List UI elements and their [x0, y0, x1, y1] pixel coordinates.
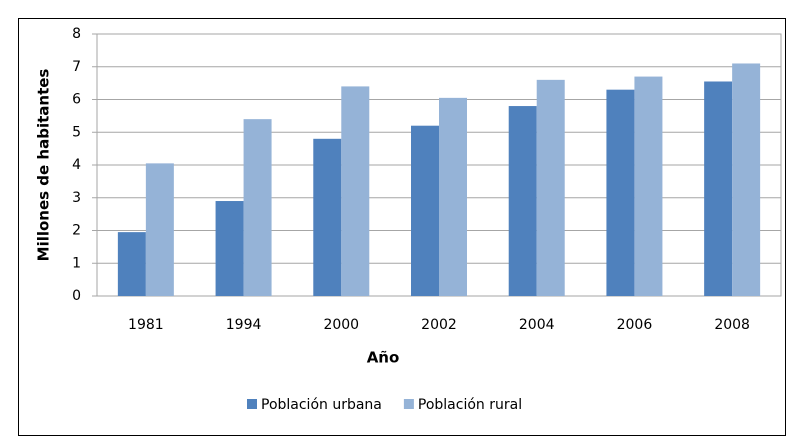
bar: [313, 138, 342, 296]
legend-swatch: [247, 399, 257, 409]
bar: [341, 86, 370, 297]
x-tick-label: 1994: [226, 317, 262, 333]
bar: [411, 125, 439, 296]
y-tick-label: 3: [72, 190, 81, 206]
x-tick-label: 2006: [617, 317, 653, 333]
bar: [508, 106, 537, 296]
bar: [145, 163, 174, 296]
x-tick-label: 2004: [519, 317, 555, 333]
chart-border: [18, 18, 786, 436]
legend-label: Población rural: [418, 397, 522, 413]
x-axis-title: Año: [367, 349, 400, 367]
bar: [117, 232, 146, 296]
y-axis-title: Millones de habitantes: [35, 69, 53, 262]
bar: [243, 119, 272, 297]
bar: [215, 201, 244, 296]
bar: [704, 81, 733, 296]
y-tick-label: 4: [72, 157, 81, 173]
y-tick-label: 5: [72, 124, 81, 140]
x-tick-label: 2008: [714, 317, 750, 333]
bar: [439, 97, 467, 296]
x-tick-label: 1981: [128, 317, 164, 333]
bar: [606, 89, 635, 296]
legend-label: Población urbana: [261, 397, 382, 413]
bar: [634, 76, 663, 296]
x-tick-label: 2002: [421, 317, 457, 333]
y-tick-label: 1: [72, 255, 81, 271]
y-tick-label: 7: [72, 59, 81, 75]
legend-swatch: [403, 399, 414, 409]
bar: [732, 63, 761, 296]
bar: [536, 79, 565, 296]
y-tick-label: 6: [72, 92, 81, 108]
x-tick-label: 2000: [323, 317, 359, 333]
y-tick-label: 8: [72, 26, 81, 42]
y-tick-label: 0: [72, 288, 81, 304]
y-tick-label: 2: [72, 223, 81, 239]
